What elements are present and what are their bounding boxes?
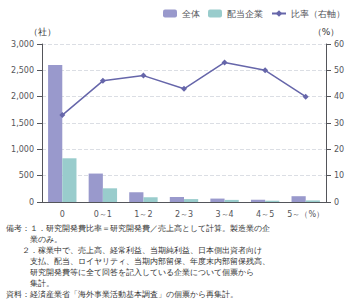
svg-text:0: 0 [60,210,65,219]
svg-text:5～（%）: 5～（%） [287,210,324,219]
svg-text:資料：経済産業省「海外事業活動基本調査」の個票から再集計。: 資料：経済産業省「海外事業活動基本調査」の個票から再集計。 [6,290,238,299]
svg-text:支払、配当、ロイヤリティ、当期内部留保、年度末内部留保残高、: 支払、配当、ロイヤリティ、当期内部留保、年度末内部留保残高、 [6,257,270,266]
svg-text:（%）: （%） [313,27,340,37]
svg-text:30: 30 [334,119,344,128]
svg-text:比率（右軸）: 比率（右軸） [291,9,345,19]
svg-text:500: 500 [19,171,34,180]
svg-text:配当企業: 配当企業 [227,9,263,19]
svg-text:2,000: 2,000 [11,92,34,101]
svg-text:3,000: 3,000 [11,40,34,49]
svg-text:4～5: 4～5 [256,210,274,219]
svg-text:3～4: 3～4 [215,210,233,219]
svg-text:2～3: 2～3 [175,210,193,219]
svg-text:20: 20 [334,145,344,154]
svg-text:２．稼業中で、売上高、経常利益、当期純利益、日本側出資者向け: ２．稼業中で、売上高、経常利益、当期純利益、日本側出資者向け [6,246,262,255]
svg-text:50: 50 [334,66,344,75]
svg-text:業のみ。: 業のみ。 [6,235,62,244]
svg-text:60: 60 [334,40,344,49]
svg-text:集計。: 集計。 [6,279,54,288]
svg-text:研究開発費等に全て回答を記入している企業について個票から: 研究開発費等に全て回答を記入している企業について個票から [6,268,254,277]
svg-text:1,500: 1,500 [11,119,34,128]
svg-text:0: 0 [29,198,34,207]
svg-text:10: 10 [334,171,344,180]
svg-text:0: 0 [334,198,339,207]
svg-text:備考：１．研究開発費比率＝研究開発費／売上高として計算。製造: 備考：１．研究開発費比率＝研究開発費／売上高として計算。製造業の企 [6,224,270,233]
svg-text:1～2: 1～2 [134,210,152,219]
svg-text:全体: 全体 [182,9,200,19]
svg-text:0～1: 0～1 [94,210,112,219]
svg-text:2,500: 2,500 [11,66,34,75]
svg-text:（社）: （社） [29,27,56,37]
svg-text:1,000: 1,000 [11,145,34,154]
svg-text:40: 40 [334,92,344,101]
